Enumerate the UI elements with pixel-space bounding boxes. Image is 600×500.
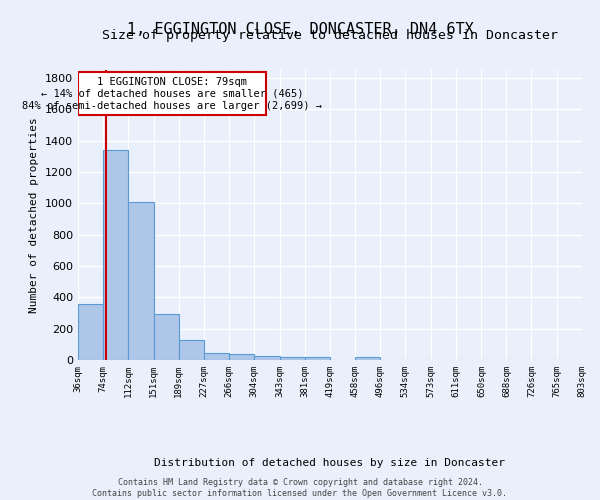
Bar <box>128 202 154 360</box>
Bar <box>305 357 329 360</box>
Bar <box>179 340 203 360</box>
Text: 1 EGGINGTON CLOSE: 79sqm: 1 EGGINGTON CLOSE: 79sqm <box>97 78 247 88</box>
Bar <box>78 304 103 360</box>
Text: 84% of semi-detached houses are larger (2,699) →: 84% of semi-detached houses are larger (… <box>22 101 322 111</box>
Text: ← 14% of detached houses are smaller (465): ← 14% of detached houses are smaller (46… <box>41 89 303 99</box>
Bar <box>103 150 128 360</box>
Text: Distribution of detached houses by size in Doncaster: Distribution of detached houses by size … <box>155 458 505 468</box>
Bar <box>203 354 229 360</box>
Bar <box>355 356 380 360</box>
Bar <box>154 314 179 360</box>
Title: Size of property relative to detached houses in Doncaster: Size of property relative to detached ho… <box>102 30 558 43</box>
FancyBboxPatch shape <box>78 72 266 114</box>
Bar <box>280 357 305 360</box>
Text: Contains HM Land Registry data © Crown copyright and database right 2024.
Contai: Contains HM Land Registry data © Crown c… <box>92 478 508 498</box>
Bar <box>229 354 254 360</box>
Bar <box>254 356 280 360</box>
Y-axis label: Number of detached properties: Number of detached properties <box>29 117 40 313</box>
Text: 1, EGGINGTON CLOSE, DONCASTER, DN4 6TX: 1, EGGINGTON CLOSE, DONCASTER, DN4 6TX <box>127 22 473 38</box>
